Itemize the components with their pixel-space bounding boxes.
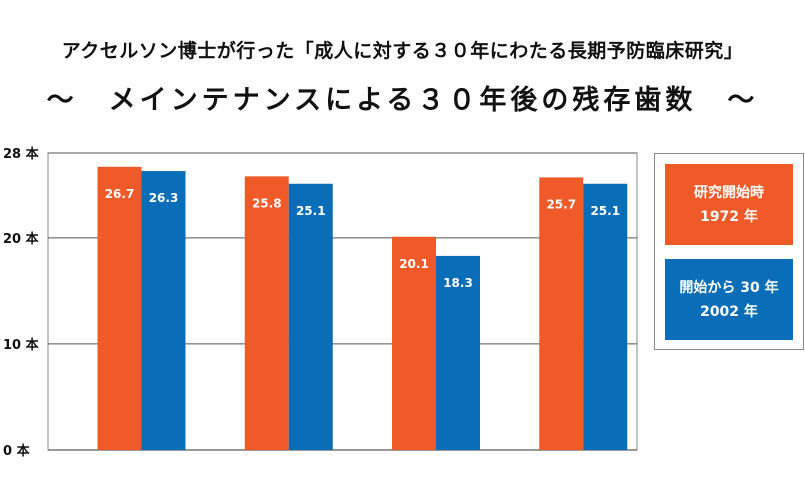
data-label: 25.1 [590,204,620,218]
data-label: 26.7 [105,187,135,201]
legend-label-line2: 1972 年 [700,208,758,225]
y-tick-label: 10 本 [3,337,39,353]
legend-label-line1: 研究開始時 [694,184,764,201]
y-tick-label: 0 本 [3,443,30,459]
y-tick-label: 20 本 [3,231,39,247]
legend: 研究開始時 1972 年 開始から 30 年 2002 年 [654,153,804,350]
data-label: 20.1 [399,257,429,271]
bar [539,177,584,450]
legend-item-2002: 開始から 30 年 2002 年 [665,259,793,340]
bar [288,183,333,450]
chart-title: ～ メインテナンスによる３０年後の残存歯数 ～ [46,85,759,116]
data-label: 25.1 [296,204,326,218]
bar [141,171,186,450]
bar [392,236,436,450]
legend-item-1972: 研究開始時 1972 年 [665,164,793,245]
legend-label-line2: 2002 年 [700,303,758,320]
bar [97,166,142,450]
bar [436,255,480,450]
data-label: 25.7 [546,197,576,211]
data-label: 26.3 [149,191,179,205]
chart-supertitle: アクセルソン博士が行った「成人に対する３０年にわたる長期予防臨床研究」 [61,40,744,62]
y-tick-label: 28 本 [3,146,39,162]
legend-label-line1: 開始から 30 年 [679,279,779,296]
bar [244,176,289,451]
bar [583,183,628,450]
data-label: 18.3 [443,276,473,290]
data-label: 25.8 [252,196,282,210]
